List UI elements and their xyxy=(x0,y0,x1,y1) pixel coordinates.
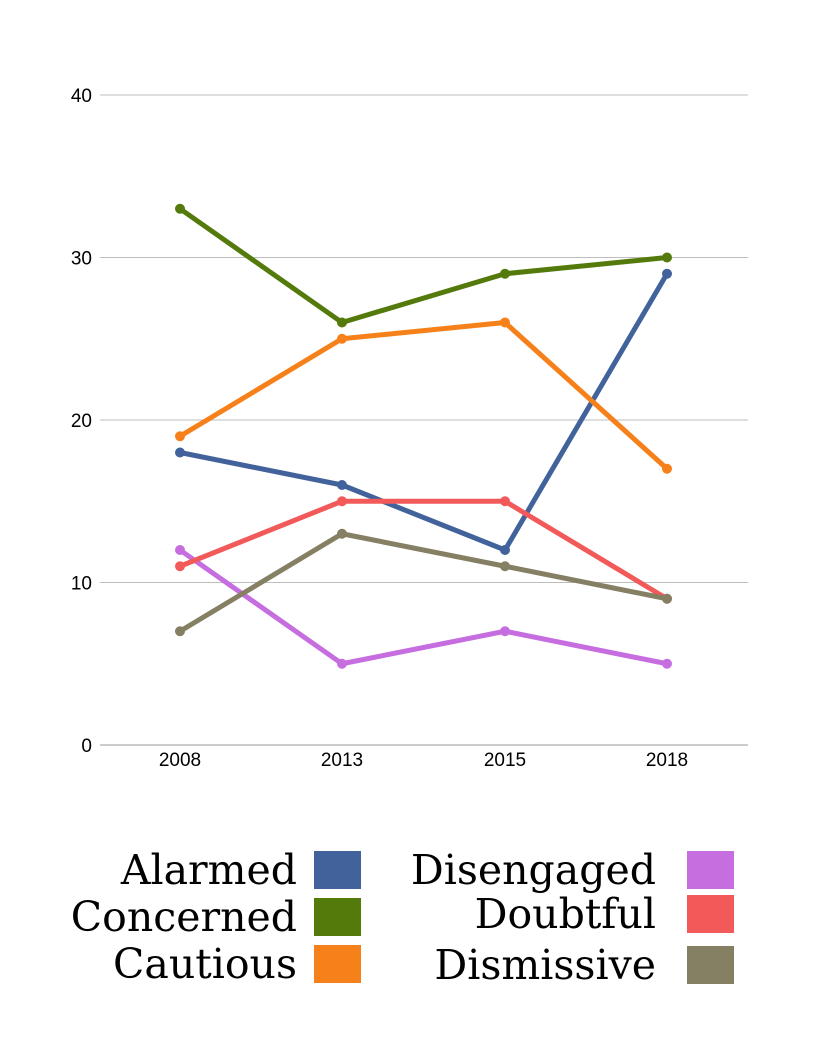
legend-label-doubtful: Doubtful xyxy=(475,890,656,938)
data-point-concerned xyxy=(662,252,672,263)
data-point-disengaged xyxy=(337,658,347,669)
x-tick-label: 2018 xyxy=(646,750,688,771)
legend-swatch-disengaged xyxy=(687,851,734,889)
legend-label-dismissive: Dismissive xyxy=(434,941,656,989)
series-line-cautious xyxy=(177,320,670,472)
data-point-alarmed xyxy=(337,480,347,490)
data-point-alarmed xyxy=(500,545,510,555)
data-point-alarmed xyxy=(175,447,185,458)
series-line-disengaged xyxy=(177,547,670,667)
data-point-alarmed xyxy=(662,268,672,279)
x-tick-label: 2013 xyxy=(321,750,363,771)
legend-label-alarmed: Alarmed xyxy=(120,846,297,894)
data-point-doubtful xyxy=(500,496,510,507)
data-point-cautious xyxy=(337,333,347,344)
legend-swatch-cautious xyxy=(314,945,361,983)
series-points xyxy=(175,203,672,669)
data-point-dismissive xyxy=(337,528,347,539)
series-lines xyxy=(177,206,670,667)
data-point-disengaged xyxy=(175,545,185,555)
series-line-doubtful xyxy=(177,498,670,602)
data-point-dismissive xyxy=(662,593,672,604)
data-point-disengaged xyxy=(500,626,510,637)
legend-swatch-concerned xyxy=(314,898,361,936)
series-line-concerned xyxy=(177,206,670,325)
series-line-dismissive xyxy=(177,531,670,634)
data-point-concerned xyxy=(175,203,185,214)
data-point-cautious xyxy=(500,317,510,328)
data-point-cautious xyxy=(662,463,672,474)
data-point-dismissive xyxy=(175,626,185,637)
series-line-alarmed xyxy=(177,271,670,553)
legend-label-disengaged: Disengaged xyxy=(411,846,656,894)
data-point-concerned xyxy=(500,268,510,279)
data-point-disengaged xyxy=(662,658,672,669)
data-point-dismissive xyxy=(500,561,510,572)
x-tick-label: 2015 xyxy=(484,750,526,771)
y-tick-label: 20 xyxy=(71,411,92,432)
y-axis-ticks: 0 10 20 30 40 xyxy=(71,86,92,757)
data-point-concerned xyxy=(337,317,347,328)
x-tick-label: 2008 xyxy=(159,750,201,771)
y-tick-label: 10 xyxy=(71,574,92,595)
legend-swatch-doubtful xyxy=(687,895,734,933)
y-tick-label: 40 xyxy=(71,86,92,107)
data-point-cautious xyxy=(175,431,185,442)
legend-label-concerned: Concerned xyxy=(71,893,297,941)
legend-swatch-dismissive xyxy=(687,946,734,984)
data-point-doubtful xyxy=(337,496,347,507)
legend-swatch-alarmed xyxy=(314,851,361,889)
x-axis-ticks: 2008 2013 2015 2018 xyxy=(159,750,688,771)
y-tick-label: 0 xyxy=(81,736,92,757)
y-tick-label: 30 xyxy=(71,249,92,270)
legend-label-cautious: Cautious xyxy=(113,940,297,988)
data-point-doubtful xyxy=(175,561,185,572)
